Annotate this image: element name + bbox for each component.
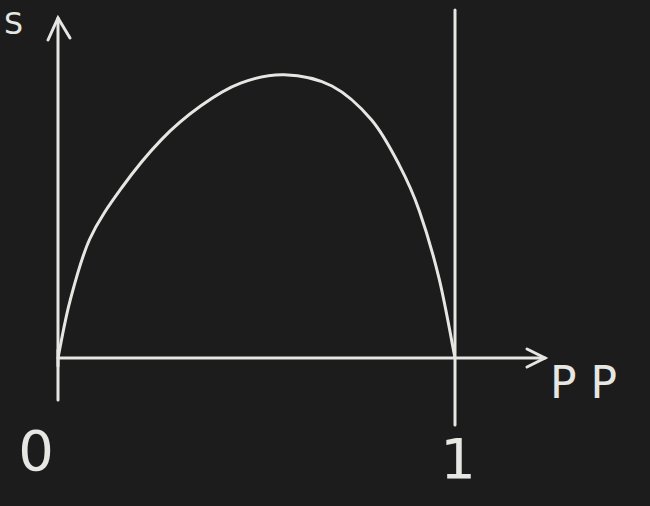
y-axis-label: S <box>4 6 23 41</box>
chart: 0 1 S P P <box>0 0 650 506</box>
y-axis <box>57 18 60 400</box>
x-tick-label: 1 <box>440 426 476 491</box>
y-axis-arrow <box>48 18 70 40</box>
x-tick-label: 0 <box>18 418 54 483</box>
curve <box>58 75 455 358</box>
x-axis-label: P P <box>550 357 617 408</box>
x-tick <box>454 10 457 425</box>
x-axis <box>58 357 545 360</box>
plot-area <box>58 75 455 358</box>
x-axis-arrow <box>527 349 545 367</box>
